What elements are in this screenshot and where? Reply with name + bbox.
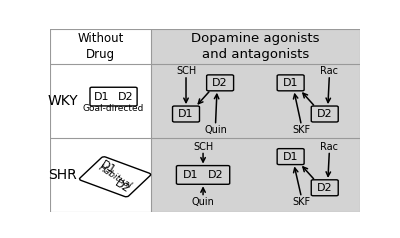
Text: D1: D1	[283, 152, 298, 162]
FancyBboxPatch shape	[277, 149, 304, 165]
Text: D2: D2	[118, 92, 133, 102]
Text: D1: D1	[283, 78, 298, 88]
Text: SCH: SCH	[193, 142, 213, 152]
Bar	[50, 29, 151, 212]
FancyBboxPatch shape	[176, 166, 230, 184]
Text: Dopamine agonists
and antagonists: Dopamine agonists and antagonists	[191, 32, 320, 61]
Text: SCH: SCH	[176, 66, 196, 76]
Text: SKF: SKF	[292, 124, 310, 134]
Text: D1: D1	[178, 109, 194, 119]
Text: SHR: SHR	[48, 168, 77, 182]
FancyBboxPatch shape	[311, 180, 338, 196]
Text: Quin: Quin	[204, 124, 227, 134]
Text: D2: D2	[317, 109, 332, 119]
Text: D2: D2	[208, 170, 223, 180]
Text: D2: D2	[317, 183, 332, 193]
FancyBboxPatch shape	[172, 106, 200, 122]
Text: Habitual: Habitual	[97, 163, 134, 191]
FancyBboxPatch shape	[277, 75, 304, 91]
Text: D1: D1	[183, 170, 198, 180]
Text: D2: D2	[212, 78, 228, 88]
FancyBboxPatch shape	[90, 87, 137, 106]
Text: Without
Drug: Without Drug	[77, 32, 124, 61]
Text: Rac: Rac	[320, 142, 338, 152]
Text: SKF: SKF	[292, 197, 310, 207]
Text: Rac: Rac	[320, 66, 338, 76]
FancyBboxPatch shape	[80, 157, 151, 197]
Text: D2: D2	[112, 178, 131, 194]
FancyBboxPatch shape	[311, 106, 338, 122]
Bar	[151, 29, 360, 212]
Text: D1: D1	[94, 92, 110, 102]
FancyBboxPatch shape	[207, 75, 234, 91]
Text: Quin: Quin	[192, 197, 214, 207]
Text: WKY: WKY	[47, 94, 78, 108]
Text: Goal-directed: Goal-directed	[83, 104, 144, 113]
Text: D1: D1	[99, 159, 118, 176]
